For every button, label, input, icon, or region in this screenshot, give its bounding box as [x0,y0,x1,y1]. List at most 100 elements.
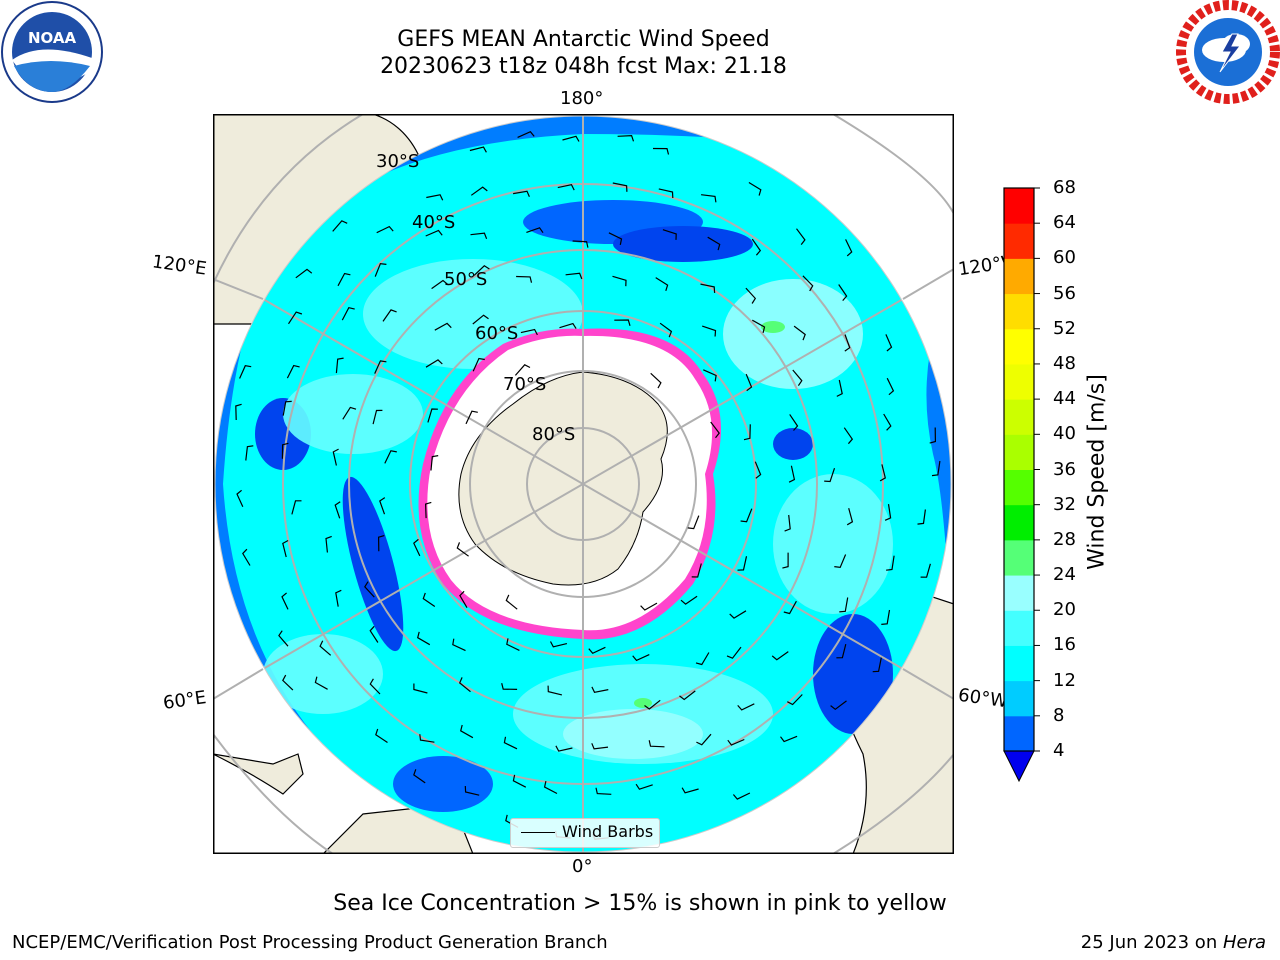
colorbar-tick-label: 20 [1053,599,1076,621]
wind-barb [648,740,665,748]
wind-barb [793,325,806,341]
wind-barb [514,364,531,376]
wind-barb [617,134,635,142]
wind-barb [751,238,762,256]
wind-barb [843,427,854,445]
wind-barb [549,641,568,648]
colorbar [1000,186,1040,786]
wind-barb [334,501,341,519]
wind-barb [286,364,300,379]
wind-barb [470,232,488,240]
wind-barb [740,508,753,523]
lat-label-70s: 70°S [503,374,547,395]
wind-barb [886,377,895,396]
wind-barb [784,514,791,532]
colorbar-tick-label: 60 [1053,247,1076,269]
wind-barb [792,369,803,386]
colorbar-tick-label: 12 [1053,669,1076,691]
colorbar-tick-label: 36 [1053,458,1076,480]
wind-barb [377,535,385,552]
wind-barb [242,548,251,566]
wind-barb [372,409,383,425]
wind-barb [282,674,294,691]
noaa-logo: NOAA [0,0,104,104]
lat-label-60s: 60°S [475,323,519,344]
wind-barb [517,130,535,138]
colorbar-tick-label: 24 [1053,564,1076,586]
footer-credit: NCEP/EMC/Verification Post Processing Pr… [12,932,608,953]
wind-barb [559,322,577,329]
colorbar-tick-label: 40 [1053,423,1076,445]
wind-barb [526,227,544,234]
wind-barb [287,311,303,325]
wind-barb [337,272,351,287]
lat-label-40s: 40°S [412,212,456,233]
wind-barb [783,600,797,615]
wind-barb [836,643,847,659]
wind-barb [700,283,716,293]
wind-barb [465,410,478,425]
wind-barb [425,229,443,237]
colorbar-tick-label: 48 [1053,352,1076,374]
wind-barb [282,400,292,416]
lat-label-30s: 30°S [376,151,420,172]
wind-barb [472,314,489,325]
wind-barb [588,646,606,655]
wind-barb [424,501,432,519]
wind-barb [464,785,480,796]
wind-barb [844,334,851,352]
wind-barb [745,373,753,392]
wind-barb [737,556,748,571]
wind-barb [681,787,699,794]
lat-label-80s: 80°S [532,424,576,445]
outer-graticule [213,114,954,854]
colorbar-tick-label: 4 [1053,740,1065,761]
wind-barb [696,733,712,746]
wind-barb [737,703,755,711]
wind-barb [375,728,388,743]
wind-barb [748,181,762,196]
wind-barb [710,421,720,439]
wind-barb [516,275,533,283]
colorbar-segment [1004,434,1034,470]
wind-barb [295,268,313,279]
wind-barb [658,188,674,199]
wind-barb [332,220,348,232]
wind-barb [782,552,789,569]
wind-barb [512,774,527,788]
wind-barb [883,413,892,431]
wind-barb [341,307,355,321]
wind-barb [652,147,670,155]
wind-barb [771,651,789,661]
colorbar-segment [1004,188,1034,224]
wind-barb [460,724,474,739]
lon-label-180: 180° [560,88,604,109]
footer-date-text: 25 Jun 2023 on [1080,932,1223,953]
wind-barb [335,357,344,374]
wind-barb [659,322,673,338]
footer-date: 25 Jun 2023 on Hera [1081,932,1266,953]
wind-barb [565,272,583,280]
wind-barb [427,408,438,423]
colorbar-segment [1004,363,1034,400]
wind-barb [726,646,742,659]
wind-barb [614,319,631,326]
wind-barb [662,229,677,240]
wind-barb [754,461,762,479]
national-weather-service-logo [1176,0,1280,104]
wind-barb [879,464,886,482]
colorbar-tick-label: 64 [1053,212,1076,234]
wind-barb [687,515,700,530]
wind-barb [314,676,328,690]
chart-title: GEFS MEAN Antarctic Wind Speed [397,27,770,52]
wind-barb [872,657,882,673]
wind-barb [430,455,439,471]
wind-barb [456,542,469,557]
wind-barb [680,595,698,605]
wind-barb [245,445,254,461]
wind-barb [417,631,431,646]
wind-barb [413,538,421,557]
colorbar-segment [1004,645,1034,682]
wind-barb [557,184,575,191]
wind-barb [235,403,242,421]
